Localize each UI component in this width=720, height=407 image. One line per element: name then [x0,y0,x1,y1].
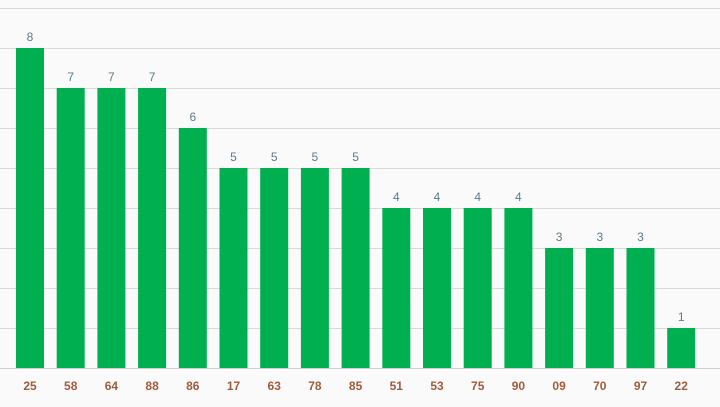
category-tick-label: 63 [268,379,282,393]
bar [545,248,574,368]
bar-value-label: 4 [393,190,400,204]
bar [341,168,370,368]
bar-value-label: 5 [352,150,359,164]
category-tick-label: 75 [471,379,485,393]
bar-value-label: 3 [596,230,603,244]
bar [178,128,207,368]
bar-value-label: 1 [678,310,685,324]
bar-value-label: 5 [312,150,319,164]
category-tick-label: 85 [349,379,363,393]
bar [423,208,451,368]
category-tick-label: 17 [227,379,241,393]
value-labels: 8 7 7 7 6 5 5 5 5 4 4 4 4 3 3 3 1 [27,30,685,324]
bar [504,208,533,368]
bar-value-label: 5 [230,150,237,164]
category-tick-label: 86 [186,379,200,393]
bar [56,88,85,368]
category-tick-label: 70 [593,379,607,393]
category-tick-label: 58 [64,379,78,393]
bar-value-label: 8 [27,30,34,44]
bar-value-label: 4 [434,190,441,204]
bar [16,48,44,368]
category-tick-label: 53 [430,379,444,393]
bar-value-label: 6 [189,110,196,124]
bar [260,168,289,368]
bar [667,328,696,368]
category-tick-label: 25 [23,379,37,393]
bar [138,88,167,368]
bar-value-label: 7 [108,70,115,84]
bar [219,168,248,368]
category-tick-label: 78 [308,379,322,393]
bar-value-label: 5 [271,150,278,164]
bar [382,208,411,368]
category-tick-label: 88 [145,379,159,393]
category-tick-label: 90 [512,379,526,393]
bar [585,248,614,368]
bar [626,248,655,368]
bar-value-label: 7 [67,70,74,84]
bar [300,168,329,368]
category-tick-label: 22 [675,379,689,393]
bar-value-label: 3 [637,230,644,244]
category-tick-label: 64 [105,379,119,393]
category-labels: 25 58 64 88 86 17 63 78 85 51 53 75 90 09 70 97 22 [23,379,688,393]
bar-value-label: 4 [515,190,522,204]
bar-value-label: 3 [556,230,563,244]
category-tick-label: 51 [390,379,404,393]
bar-value-label: 4 [474,190,481,204]
bars [16,48,696,368]
bar [463,208,492,368]
category-tick-label: 97 [634,379,648,393]
bar-value-label: 7 [149,70,156,84]
bar [97,88,126,368]
category-tick-label: 09 [552,379,566,393]
